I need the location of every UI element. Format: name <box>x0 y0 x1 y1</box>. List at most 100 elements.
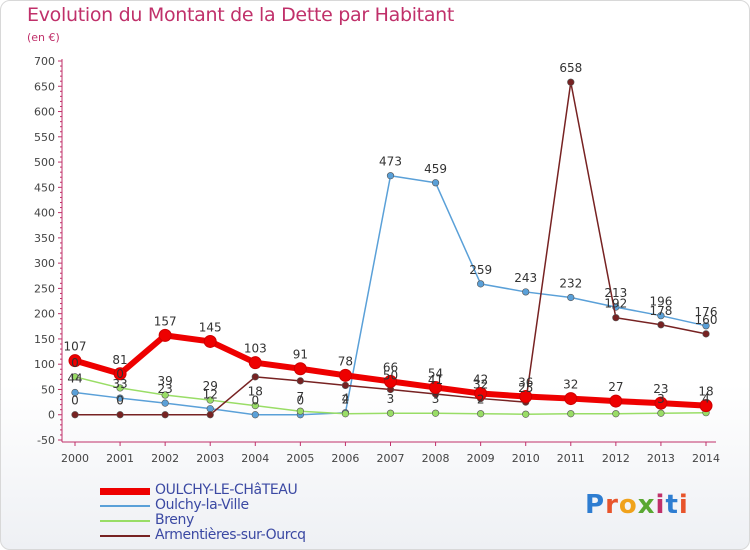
data-label: 160 <box>695 313 718 327</box>
legend-label: Oulchy-la-Ville <box>155 497 249 513</box>
data-label: 7 <box>297 390 305 404</box>
data-point <box>567 410 575 418</box>
data-label: 18 <box>698 385 713 399</box>
unit-label: (en €) <box>27 31 60 44</box>
y-tick-label: 100 <box>34 358 55 371</box>
y-tick-label: -50 <box>37 434 55 447</box>
data-label: 2 <box>477 393 485 407</box>
data-point <box>431 409 440 417</box>
data-point <box>657 312 665 320</box>
data-point <box>657 321 665 329</box>
x-tick-label: 2007 <box>377 452 405 465</box>
x-tick-label: 2001 <box>106 452 134 465</box>
data-point <box>158 328 172 342</box>
data-point <box>161 411 169 419</box>
data-point <box>206 396 214 404</box>
y-tick-label: 150 <box>34 333 55 346</box>
data-point <box>612 410 620 418</box>
data-point <box>477 410 485 418</box>
data-point <box>341 381 350 390</box>
y-tick-label: 300 <box>34 257 55 270</box>
y-tick-label: 50 <box>41 383 55 396</box>
legend-swatch <box>100 535 150 537</box>
data-point <box>386 172 395 180</box>
data-point <box>71 388 79 397</box>
x-tick-label: 2008 <box>422 452 450 465</box>
data-point <box>206 405 214 413</box>
data-label: 473 <box>379 155 402 169</box>
data-label: 81 <box>112 353 127 367</box>
data-point <box>116 394 124 402</box>
data-label: 50 <box>383 368 398 382</box>
data-point <box>71 411 79 419</box>
data-point <box>338 368 352 382</box>
data-point <box>702 330 710 338</box>
data-label: 0 <box>297 394 305 408</box>
x-tick-label: 2006 <box>331 452 359 465</box>
x-tick-label: 2012 <box>602 452 630 465</box>
data-label: 78 <box>338 354 353 368</box>
data-label: 23 <box>653 382 668 396</box>
data-label: 32 <box>563 378 578 392</box>
legend-label: Armentières-sur-Ourcq <box>155 527 306 543</box>
data-label: 27 <box>608 380 623 394</box>
data-point <box>654 396 668 410</box>
data-point <box>386 409 395 417</box>
x-tick-label: 2002 <box>151 452 179 465</box>
data-label: 25 <box>518 381 533 395</box>
data-label: 0 <box>251 394 259 408</box>
data-point <box>431 179 440 187</box>
data-point <box>293 362 307 376</box>
data-point <box>384 374 397 388</box>
data-label: 103 <box>244 342 267 356</box>
data-point <box>71 373 79 381</box>
data-label: 232 <box>559 276 582 290</box>
data-label: 0 <box>71 356 79 370</box>
x-tick-label: 2013 <box>647 452 675 465</box>
y-tick-label: 400 <box>34 207 55 220</box>
data-label: 2 <box>342 393 350 407</box>
data-label: 0 <box>71 394 79 408</box>
data-label: 259 <box>469 263 492 277</box>
y-tick-label: 600 <box>34 106 55 119</box>
x-tick-label: 2011 <box>557 452 585 465</box>
data-point <box>296 407 304 415</box>
x-tick-label: 2000 <box>61 452 89 465</box>
data-point <box>429 380 443 394</box>
data-label: 29 <box>203 379 218 393</box>
data-point <box>161 391 169 399</box>
data-label: 23 <box>158 382 173 396</box>
data-label: 39 <box>158 374 173 388</box>
legend-label: OULCHY-LE-CHâTEAU <box>155 482 298 498</box>
data-label: 3 <box>432 392 440 406</box>
data-label: 3 <box>387 392 395 406</box>
data-label: 178 <box>649 304 672 318</box>
data-point <box>341 410 350 418</box>
legend-swatch <box>100 520 150 522</box>
data-label: 18 <box>248 385 263 399</box>
data-point <box>116 384 124 392</box>
data-point <box>609 394 623 408</box>
data-point <box>116 411 124 419</box>
y-tick-label: 700 <box>34 55 55 68</box>
y-tick-label: 200 <box>34 308 55 321</box>
data-label: 145 <box>199 320 222 334</box>
data-label: 213 <box>604 286 627 300</box>
data-point <box>612 314 620 322</box>
data-label: 243 <box>514 271 537 285</box>
y-tick-label: 650 <box>34 80 55 93</box>
data-label: 4 <box>702 392 710 406</box>
data-point <box>296 377 304 385</box>
data-point <box>567 78 575 86</box>
y-tick-label: 0 <box>48 409 55 422</box>
x-tick-label: 2005 <box>286 452 314 465</box>
y-tick-label: 350 <box>34 232 55 245</box>
legend-swatch <box>100 487 150 495</box>
data-point <box>203 334 217 348</box>
legend-swatch <box>100 505 150 507</box>
chart-title: Evolution du Montant de la Dette par Hab… <box>27 4 455 26</box>
data-label: 4 <box>342 392 350 406</box>
x-tick-label: 2014 <box>692 452 720 465</box>
